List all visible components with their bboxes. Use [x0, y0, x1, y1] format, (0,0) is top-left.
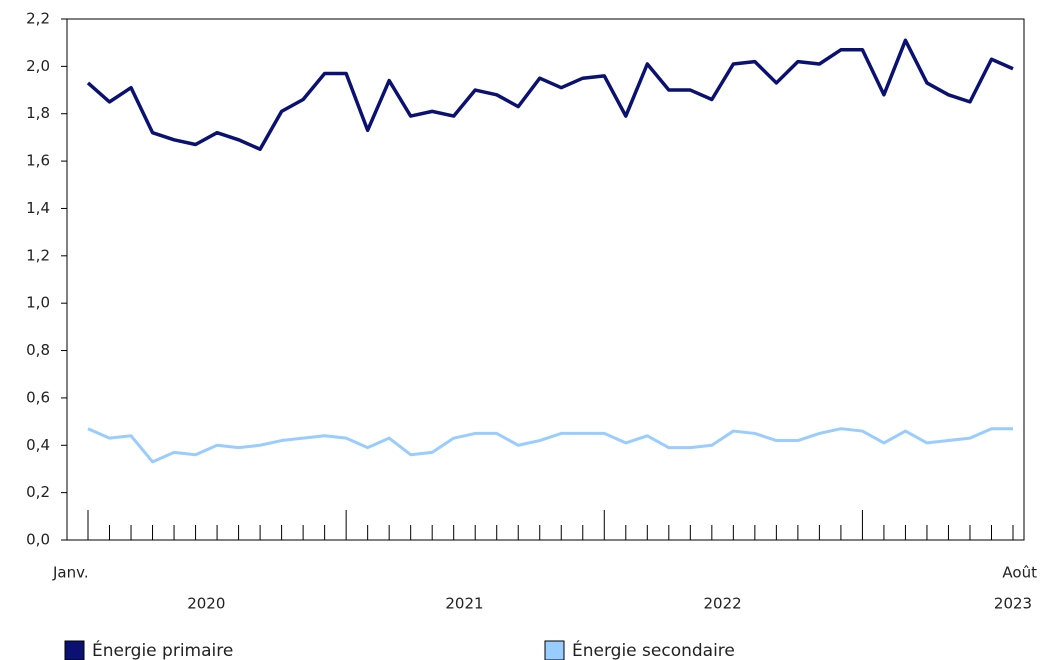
y-tick-label: 0,8	[26, 341, 50, 359]
y-tick-label: 1,0	[26, 294, 50, 312]
y-tick-label: 0,0	[26, 531, 50, 549]
plot-frame	[66, 18, 1025, 541]
y-tick-label: 1,4	[26, 199, 50, 217]
y-tick-label: 1,8	[26, 104, 50, 122]
legend-swatch	[544, 640, 565, 660]
series-line	[86, 38, 1014, 151]
year-label: 2022	[703, 595, 741, 613]
y-tick-label: 1,6	[26, 152, 50, 170]
legend-swatch	[64, 640, 85, 660]
legend-label: Énergie primaire	[92, 639, 233, 660]
y-tick-label: 0,4	[26, 436, 50, 454]
year-label: 2023	[994, 595, 1032, 613]
y-tick-label: 0,2	[26, 483, 50, 501]
y-tick-label: 2,0	[26, 57, 50, 75]
year-label: 2021	[445, 595, 483, 613]
series-line	[87, 427, 1013, 464]
y-tick-label: 1,2	[26, 246, 50, 264]
y-tick-label: 2,2	[26, 10, 50, 28]
y-tick-label: 0,6	[26, 388, 50, 406]
x-tick-label: Août	[1002, 564, 1037, 582]
x-tick-label: Janv.	[52, 564, 89, 582]
legend-label: Énergie secondaire	[572, 639, 735, 660]
year-label: 2020	[187, 595, 225, 613]
